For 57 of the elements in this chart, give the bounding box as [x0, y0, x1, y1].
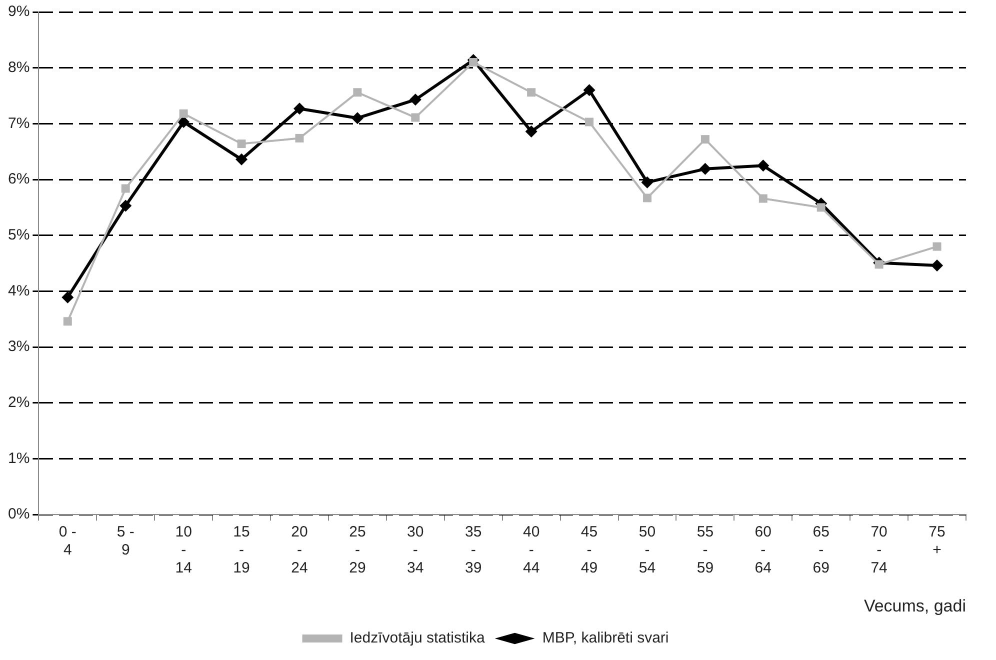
point [353, 88, 362, 97]
x-tick-label: 10 - 14 [175, 524, 192, 577]
x-tick-label: 40 - 44 [522, 524, 540, 577]
y-tick-label: 1% [8, 450, 30, 467]
x-tick-label: 35 - 39 [465, 524, 482, 577]
point [816, 203, 826, 212]
x-tick-label: 55 - 59 [696, 524, 714, 577]
point [583, 84, 596, 96]
point [525, 126, 538, 138]
y-tick-label: 7% [8, 114, 30, 132]
y-tick-label: 8% [8, 58, 30, 76]
y-tick-label: 3% [8, 338, 30, 356]
point [932, 242, 942, 251]
point [641, 176, 654, 188]
point [237, 140, 246, 148]
x-tick-label: 0 - 4 [58, 524, 76, 559]
point [351, 112, 364, 124]
point [120, 200, 132, 212]
x-tick-label: 75 + [928, 524, 946, 559]
y-tick-label: 5% [8, 226, 30, 244]
point [121, 184, 130, 193]
x-tick-label: 15 - 19 [233, 524, 250, 577]
y-tick-label: 4% [8, 282, 30, 300]
point [931, 260, 944, 272]
x-axis-title: Vecums, gadi [864, 596, 966, 616]
x-tick-label: 25 - 29 [349, 524, 366, 577]
point [758, 194, 768, 203]
y-tick-label: 0% [8, 506, 30, 523]
legend-label: MBP, kalibrēti svari [542, 630, 669, 647]
point [411, 113, 420, 122]
point [295, 134, 304, 142]
x-tick-label: 45 - 49 [580, 524, 598, 577]
x-tick-label: 70 - 74 [870, 524, 888, 577]
y-tick-label: 9% [8, 3, 30, 20]
x-tick-label: 20 - 24 [291, 524, 308, 577]
point [409, 94, 422, 106]
point [62, 291, 74, 304]
point [236, 153, 248, 166]
point [469, 58, 478, 67]
x-tick-label: 30 - 34 [407, 524, 424, 577]
point [699, 162, 712, 175]
y-tick-label: 2% [8, 394, 30, 412]
x-tick-label: 65 - 69 [812, 524, 830, 577]
legend-label: Iedzīvotāju statistika [350, 630, 486, 647]
x-tick-label: 5 - 9 [116, 524, 134, 559]
x-tick-label: 60 - 64 [754, 524, 772, 577]
point [178, 116, 190, 128]
x-tick-label: 50 - 54 [638, 524, 656, 577]
point [293, 102, 306, 115]
point [179, 109, 188, 118]
point [527, 88, 536, 97]
point [63, 317, 72, 326]
point [642, 194, 652, 202]
point [585, 118, 594, 126]
point [757, 160, 770, 172]
point [700, 135, 710, 144]
y-tick-label: 6% [8, 170, 30, 188]
